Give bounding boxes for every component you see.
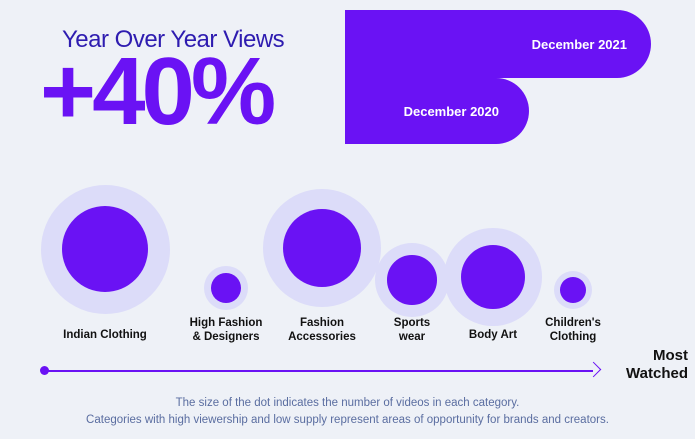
category-label: Fashion Accessories: [288, 317, 356, 343]
bubble-dot: [560, 277, 586, 303]
caption-opportunity-note: Categories with high viewership and low …: [86, 414, 609, 426]
growth-percentage: +40%: [40, 38, 276, 145]
category-label: Sports wear: [393, 317, 431, 343]
bubble-dot: [62, 206, 148, 292]
axis-line: [45, 370, 593, 372]
axis-label: Most Watched: [626, 347, 688, 382]
bubble-dot: [460, 244, 526, 310]
category-label: Body Art: [468, 329, 518, 341]
axis-start-dot: [40, 366, 49, 375]
category-label: Indian Clothing: [63, 329, 147, 341]
bubble-dot: [282, 208, 362, 288]
caption-size-note: The size of the dot indicates the number…: [175, 397, 520, 409]
bubble-dot: [387, 255, 437, 305]
axis-arrow-icon: [585, 361, 602, 378]
bar-december-2021: December 2021: [345, 10, 651, 78]
category-label: High Fashion & Designers: [189, 317, 263, 343]
bubble-dot: [211, 273, 241, 303]
bar-december-2020: December 2020: [345, 78, 529, 144]
headline: Year Over Year Views: [62, 26, 285, 53]
bar-december-2020-label: December 2020: [403, 104, 499, 119]
bar-december-2021-label: December 2021: [531, 37, 627, 52]
category-label: Children's Clothing: [545, 317, 601, 343]
